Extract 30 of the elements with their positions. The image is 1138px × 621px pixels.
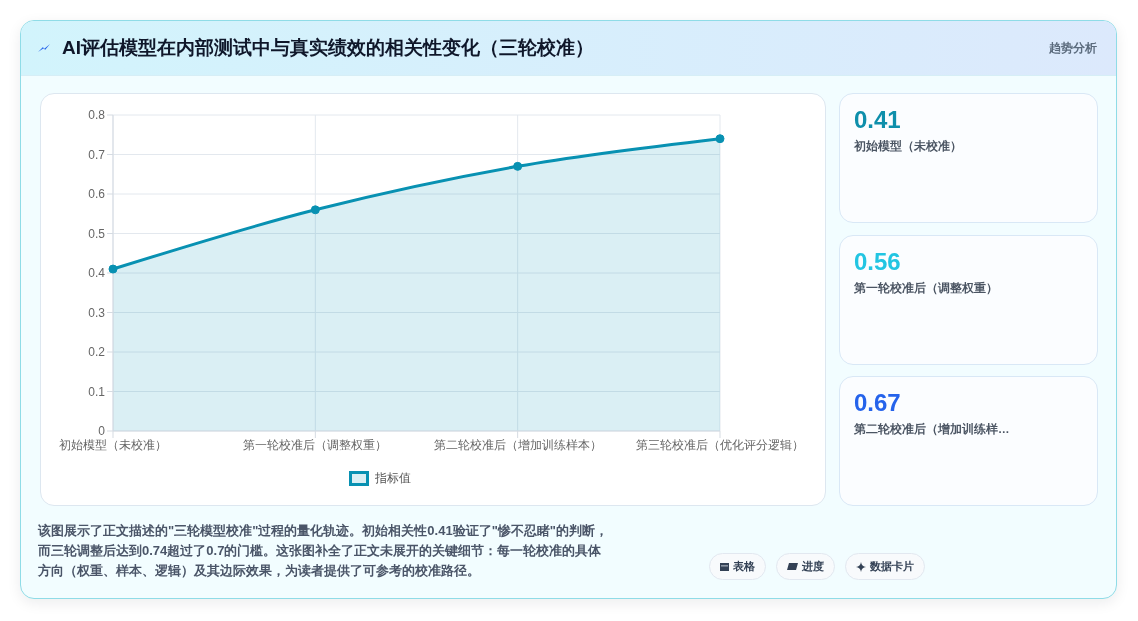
text: 第一轮校准后（调整权重） — [854, 281, 998, 294]
y-tick-label: 0.4 — [88, 266, 106, 281]
x-tick-label: 第一轮校准后（调整权重） — [243, 437, 388, 452]
y-tick-label: 0.7 — [88, 147, 106, 162]
point — [513, 161, 523, 171]
text: 进度 — [802, 559, 824, 574]
text: 趋势分析 — [1049, 41, 1097, 55]
text: 0.41 — [854, 106, 901, 133]
point — [715, 134, 725, 144]
y-tick-label: 0 — [98, 424, 106, 439]
y-tick-label: 0.6 — [88, 187, 106, 202]
chart-title: AI评估模型在内部测试中与真实绩效的相关性变化（三轮校准） — [62, 37, 594, 58]
text: 0.67 — [854, 389, 901, 416]
point — [108, 264, 118, 274]
text: 数据卡片 — [870, 559, 914, 574]
x-tick-label: 第二轮校准后（增加训练样本） — [433, 437, 602, 452]
legend-label: 指标值 — [375, 470, 411, 485]
text: 初始模型（未校准） — [854, 140, 962, 152]
y-tick-label: 0.1 — [88, 384, 106, 399]
text: 表格 — [733, 559, 755, 574]
x-tick-label: 初始模型（未校准） — [59, 437, 167, 452]
point — [310, 205, 320, 215]
y-tick-label: 0.8 — [88, 108, 106, 123]
text: 第二轮校准后（增加训练样… — [854, 423, 1010, 435]
y-tick-label: 0.3 — [88, 305, 106, 320]
y-tick-label: 0.5 — [88, 226, 106, 241]
text: 0.56 — [854, 247, 901, 275]
x-tick-label: 第三轮校准后（优化评分逻辑） — [636, 437, 804, 452]
text: 该图展示了正文描述的"三轮模型校准"过程的量化轨迹。初始相关性0.41验证了"惨不忍睹"的判断，而三轮调整后达到0.74超过了0.7的门槛。这张图补全了正文未展开的关键细节：每一轮校准的具体方向（权重、样本、逻辑）及其边际效果，为读者提供了可参考的校准路径。 — [38, 523, 608, 578]
y-tick-label: 0.2 — [88, 345, 106, 360]
